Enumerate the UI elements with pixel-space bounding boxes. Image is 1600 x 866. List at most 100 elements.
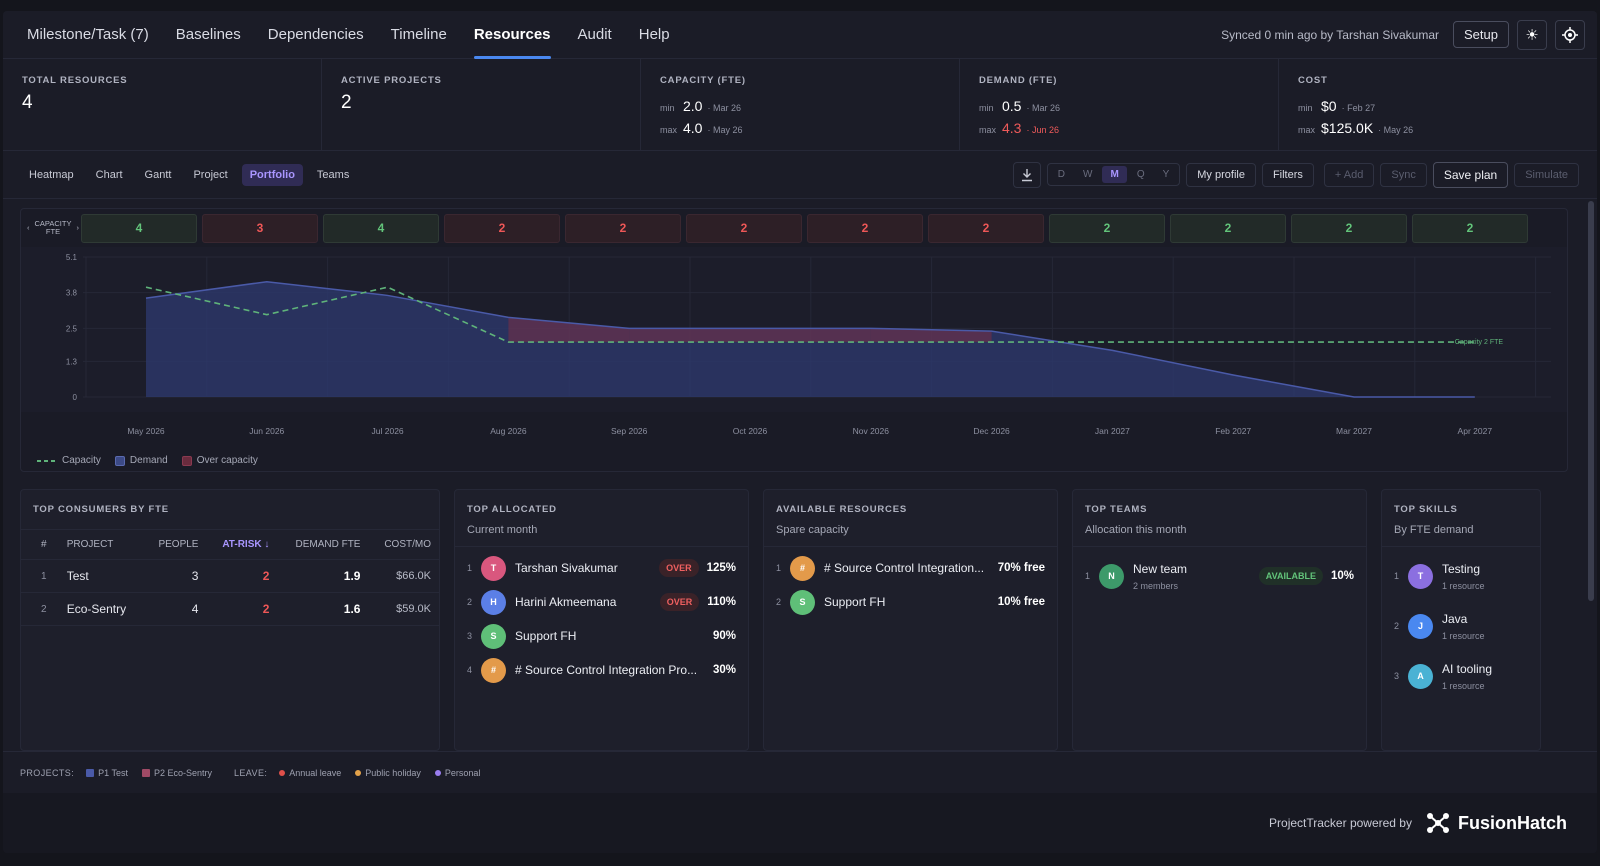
period-y[interactable]: Y: [1162, 169, 1170, 180]
col-cost-mo[interactable]: COST/MO: [368, 529, 439, 560]
list-item[interactable]: 1 T Testing 1 resource: [1394, 551, 1528, 601]
period-w[interactable]: W: [1083, 169, 1093, 180]
list-item-name: AI tooling 1 resource: [1442, 662, 1528, 691]
scrollbar[interactable]: [1588, 201, 1594, 601]
item-subtitle: 2 members: [1133, 580, 1179, 591]
status-badge: OVER: [659, 559, 699, 577]
stat-value: 2: [341, 92, 352, 113]
col-people[interactable]: PEOPLE: [143, 529, 207, 560]
min-label: min: [1298, 103, 1313, 113]
period-q[interactable]: Q: [1136, 169, 1145, 180]
people-count: 3: [143, 559, 207, 593]
x-tick-label: Jan 2027: [1095, 426, 1130, 436]
capacity-cell[interactable]: 2: [565, 213, 681, 243]
simulate-button[interactable]: Simulate: [1514, 162, 1579, 187]
tab-resources[interactable]: Resources: [473, 11, 551, 59]
tab-timeline[interactable]: Timeline: [390, 26, 447, 43]
tab-help[interactable]: Help: [638, 26, 670, 43]
avatar: #: [790, 555, 815, 581]
capacity-cell[interactable]: 2: [928, 213, 1044, 243]
legend-project-label: P1 Test: [98, 767, 128, 778]
view-heatmap[interactable]: Heatmap: [29, 168, 74, 181]
tab-dependencies[interactable]: Dependencies: [267, 26, 364, 43]
sun-icon[interactable]: ☀: [1517, 19, 1547, 50]
list-item[interactable]: 2 S Support FH 10% free: [776, 585, 1045, 619]
view-teams[interactable]: Teams: [316, 168, 350, 181]
capacity-cell[interactable]: 2: [1170, 213, 1286, 243]
card-subtitle: Spare capacity: [776, 524, 849, 536]
chevron-left-icon[interactable]: ‹: [27, 223, 30, 232]
my-profile-button[interactable]: My profile: [1186, 162, 1256, 187]
col-at-risk[interactable]: AT-RISK ↓: [206, 529, 278, 560]
item-title: Testing: [1442, 561, 1481, 576]
view-project[interactable]: Project: [193, 168, 228, 181]
capacity-cell[interactable]: 2: [1291, 213, 1407, 243]
stat-total-resources: TOTAL RESOURCES 4: [3, 59, 322, 150]
list-item-name: New team 2 members: [1133, 562, 1259, 591]
legend-public-holiday: Public holiday: [355, 768, 421, 778]
avatar: A: [1408, 663, 1433, 689]
x-tick-label: Mar 2027: [1336, 426, 1372, 436]
cost-min: $0: [1321, 98, 1337, 114]
capacity-cell[interactable]: 2: [807, 213, 923, 243]
table-row[interactable]: 1 Test 3 2 1.9 $66.0K: [21, 559, 439, 593]
tab-baselines[interactable]: Baselines: [175, 26, 241, 43]
project-name: Eco-Sentry: [58, 592, 144, 626]
list-index: 1: [1394, 571, 1400, 581]
view-portfolio[interactable]: Portfolio: [241, 163, 303, 186]
list-index: 1: [776, 563, 782, 573]
col-demand-fte[interactable]: DEMAND FTE: [277, 529, 369, 560]
view-chart[interactable]: Chart: [95, 168, 123, 181]
period-m[interactable]: M: [1102, 166, 1127, 183]
legend-leave-label: Personal: [444, 767, 481, 778]
capacity-cell[interactable]: 2: [686, 213, 802, 243]
capacity-strip-label: ‹ CAPACITY FTE ›: [25, 220, 81, 236]
chevron-right-icon[interactable]: ›: [76, 223, 79, 232]
view-gantt[interactable]: Gantt: [144, 168, 172, 181]
list-item[interactable]: 4 # # Source Control Integration Pro... 30%: [467, 653, 736, 687]
tab-audit[interactable]: Audit: [577, 26, 612, 43]
x-tick-label: May 2026: [127, 426, 165, 436]
brand-logo[interactable]: FusionHatch: [1424, 812, 1567, 834]
filters-button[interactable]: Filters: [1261, 162, 1314, 187]
list-item[interactable]: 2 H Harini Akmeemana OVER 110%: [467, 585, 736, 619]
table-row[interactable]: 2 Eco-Sentry 4 2 1.6 $59.0K: [21, 592, 439, 626]
capacity-cell[interactable]: 3: [202, 213, 318, 243]
tab-milestone-task[interactable]: Milestone/Task (7): [27, 26, 149, 43]
demand-fte: 1.6: [277, 592, 369, 626]
list-item[interactable]: 3 S Support FH 90%: [467, 619, 736, 653]
setup-button[interactable]: Setup: [1453, 21, 1509, 48]
max-label: max: [1298, 125, 1316, 135]
people-count: 4: [143, 592, 207, 626]
list-item[interactable]: 1 T Tarshan Sivakumar OVER 125%: [467, 551, 736, 585]
stat-capacity: CAPACITY (FTE) min 2.0 · Mar 26 max 4.0 · Ma…: [641, 59, 960, 150]
crosshair-icon[interactable]: [1555, 19, 1585, 50]
card-subtitle: By FTE demand: [1394, 524, 1474, 536]
list-item[interactable]: 3 A AI tooling 1 resource: [1394, 651, 1528, 701]
capacity-cell[interactable]: 4: [323, 213, 439, 243]
sync-button[interactable]: Sync: [1380, 162, 1427, 187]
add-button[interactable]: + Add: [1323, 162, 1375, 187]
download-icon[interactable]: [1012, 161, 1041, 188]
list-item[interactable]: 1 N New team 2 members AVAILABLE 10%: [1085, 551, 1354, 601]
capacity-cell[interactable]: 2: [1049, 213, 1165, 243]
list-item[interactable]: 2 J Java 1 resource: [1394, 601, 1528, 651]
period-d[interactable]: D: [1057, 169, 1066, 180]
card-subtitle: Current month: [467, 524, 538, 536]
col-project[interactable]: PROJECT: [58, 529, 144, 560]
demand-min-date: · Mar 26: [1026, 103, 1060, 113]
app-window: Milestone/Task (7) Baselines Dependencie…: [3, 11, 1597, 853]
y-tick-label: 5.1: [66, 253, 78, 262]
capacity-cell[interactable]: 2: [1412, 213, 1528, 243]
x-tick-label: Apr 2027: [1458, 426, 1493, 436]
stat-label: COST: [1298, 75, 1328, 86]
capacity-cell[interactable]: 4: [81, 213, 197, 243]
capacity-cell[interactable]: 2: [444, 213, 560, 243]
stat-active-projects: ACTIVE PROJECTS 2: [322, 59, 641, 150]
save-plan-button[interactable]: Save plan: [1432, 161, 1509, 188]
row-index: 2: [21, 592, 59, 626]
legend-annual-leave: Annual leave: [279, 768, 341, 778]
list-item[interactable]: 1 # # Source Control Integration... 70% fre…: [776, 551, 1045, 585]
max-label: max: [979, 125, 997, 135]
list-item-value: 125%: [706, 562, 736, 574]
